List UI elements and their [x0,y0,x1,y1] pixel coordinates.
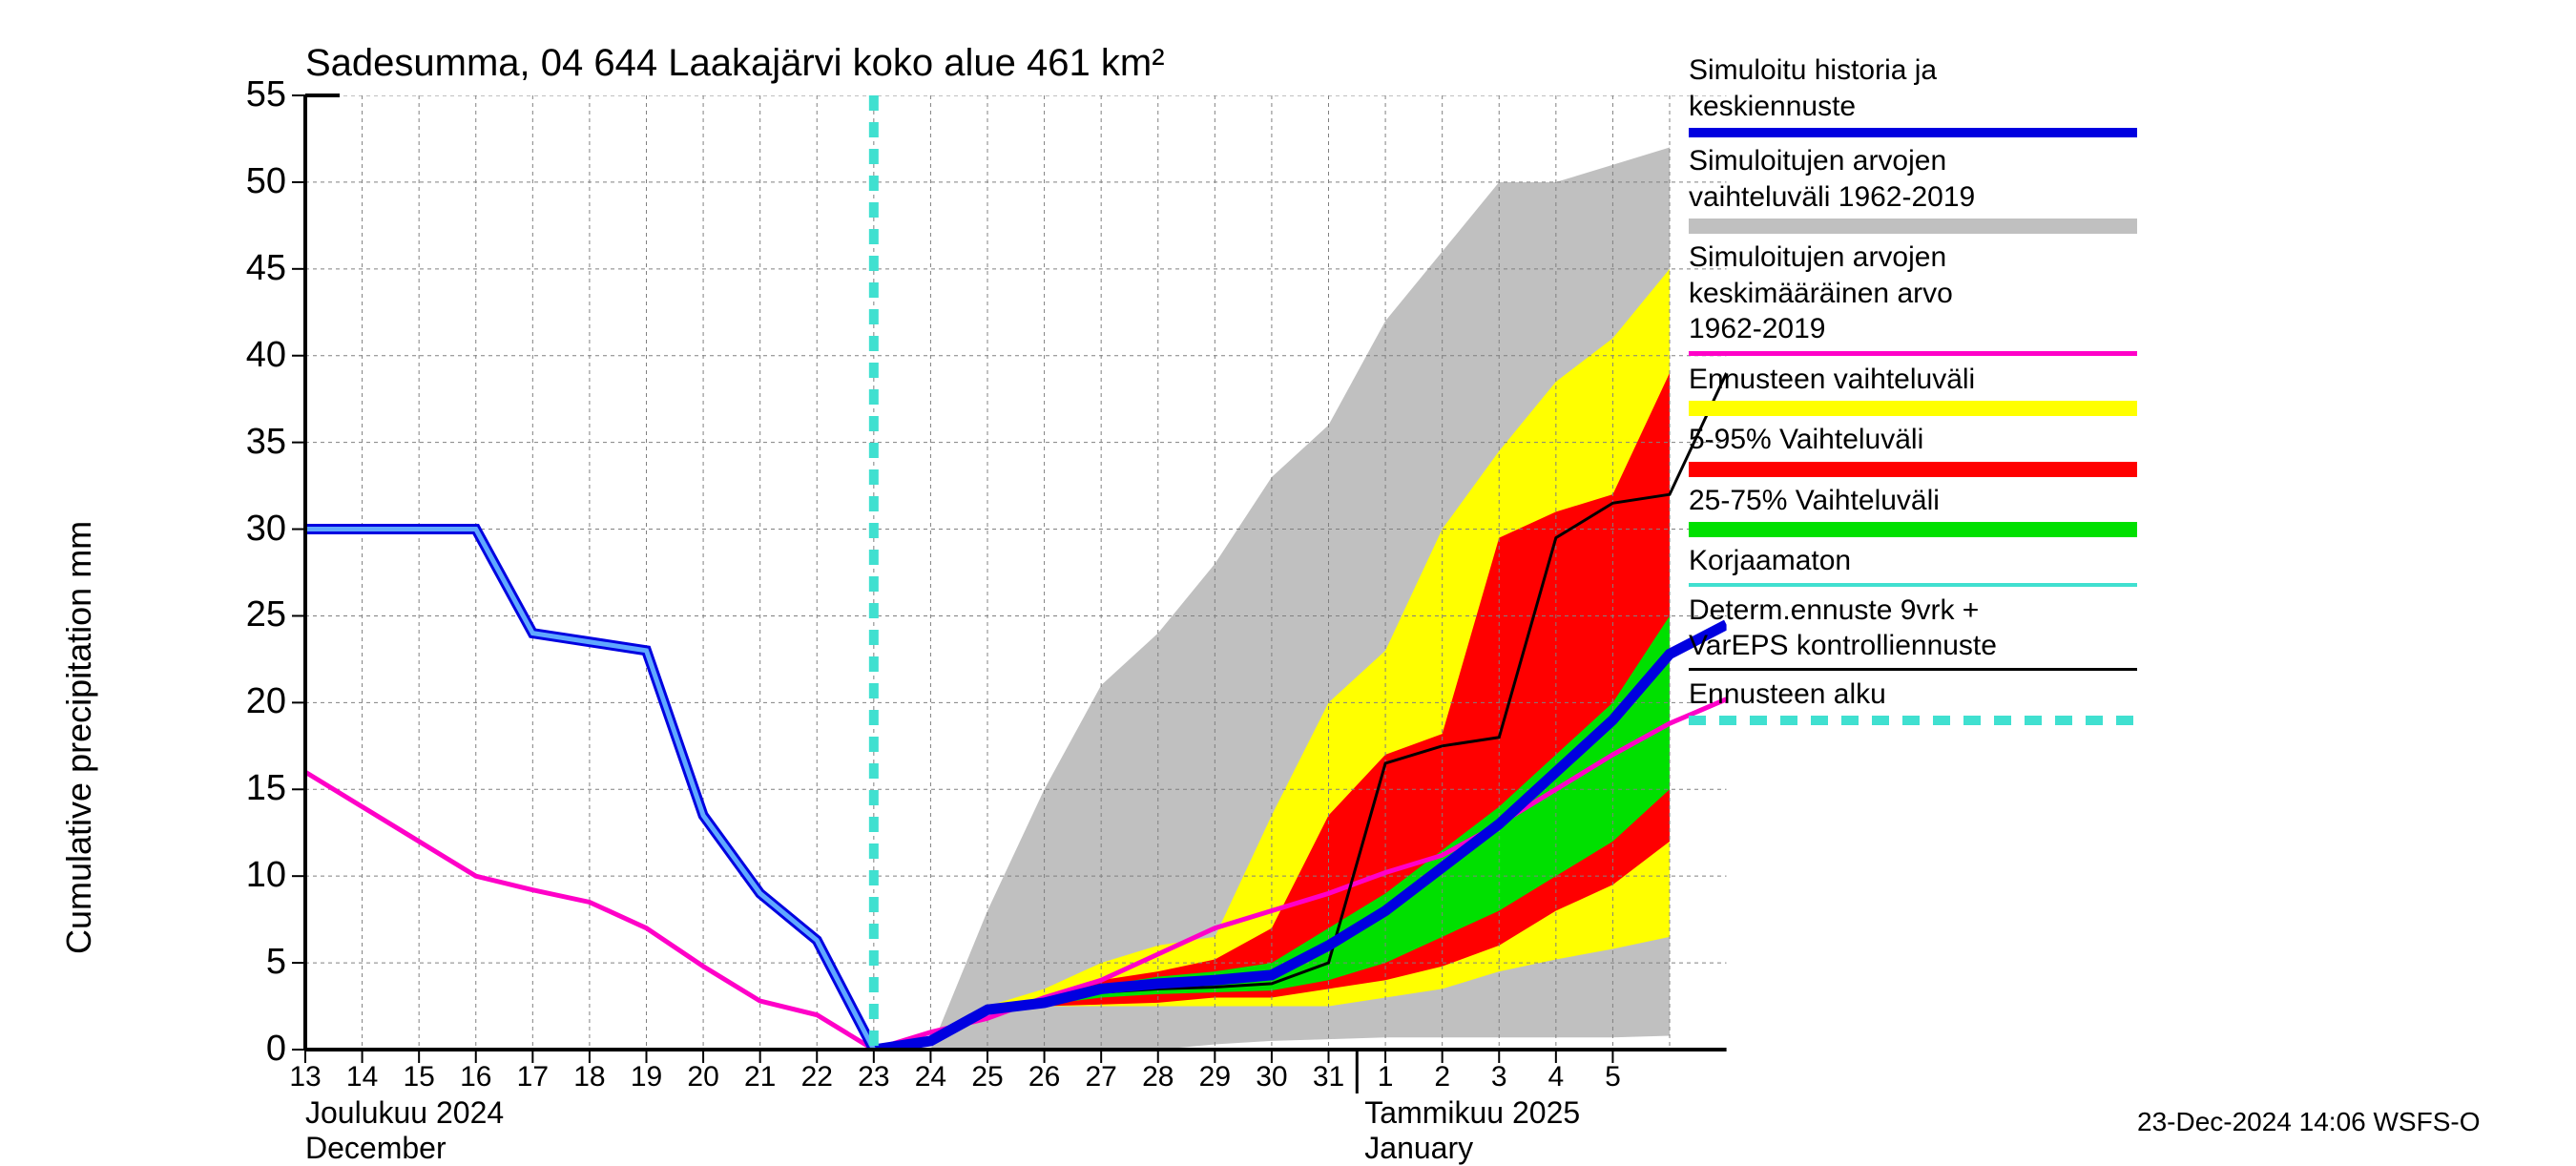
x-tick-label: 22 [801,1061,833,1093]
legend-text: Ennusteen alku [1689,677,2147,713]
legend-text: Ennusteen vaihteluväli [1689,362,2147,398]
legend-text: Simuloitujen arvojen [1689,239,2147,276]
y-tick-label: 15 [181,768,286,809]
legend-text: 1962-2019 [1689,311,2147,347]
legend-text: Determ.ennuste 9vrk + [1689,593,2147,629]
y-tick-label: 40 [181,335,286,376]
x-tick-label: 2 [1434,1061,1450,1093]
legend-text: keskimääräinen arvo [1689,276,2147,312]
y-tick-label: 35 [181,422,286,463]
legend-swatch [1689,522,2137,537]
x-tick-label: 15 [403,1061,434,1093]
y-tick-label: 10 [181,855,286,896]
x-tick-label: 30 [1256,1061,1287,1093]
plot-area [0,0,2576,1145]
legend-swatch [1689,583,2137,587]
legend-item: 5-95% Vaihteluväli [1689,422,2147,477]
legend-text: Simuloitu historia ja [1689,52,2147,89]
x-tick-label: 31 [1313,1061,1344,1093]
x-tick-label: 14 [346,1061,378,1093]
legend-swatch [1689,668,2137,671]
x-tick-label: 29 [1199,1061,1231,1093]
legend-text: Simuloitujen arvojen [1689,143,2147,179]
x-tick-label: 28 [1142,1061,1174,1093]
footer-timestamp: 23-Dec-2024 14:06 WSFS-O [2137,1107,2481,1137]
x-tick-label: 20 [687,1061,718,1093]
x-tick-label: 1 [1378,1061,1394,1093]
legend-swatch [1689,716,2137,725]
legend-item: Ennusteen vaihteluväli [1689,362,2147,417]
y-tick-label: 25 [181,594,286,635]
legend-item: 25-75% Vaihteluväli [1689,483,2147,538]
y-tick-label: 30 [181,509,286,550]
legend-text: 5-95% Vaihteluväli [1689,422,2147,458]
y-tick-label: 5 [181,942,286,983]
month-label-left: Joulukuu 2024December [305,1095,504,1166]
x-tick-label: 5 [1605,1061,1621,1093]
x-tick-label: 25 [971,1061,1003,1093]
legend-text: VarEPS kontrolliennuste [1689,628,2147,664]
x-tick-label: 4 [1548,1061,1564,1093]
legend-item: Ennusteen alku [1689,677,2147,726]
legend-text: vaihteluväli 1962-2019 [1689,179,2147,216]
y-tick-label: 50 [181,161,286,202]
x-tick-label: 16 [460,1061,491,1093]
legend-item: Simuloitu historia jakeskiennuste [1689,52,2147,137]
legend-text: 25-75% Vaihteluväli [1689,483,2147,519]
x-tick-label: 27 [1085,1061,1116,1093]
chart-root: Sadesumma, 04 644 Laakajärvi koko alue 4… [0,0,2576,1145]
y-tick-label: 20 [181,681,286,722]
legend-swatch [1689,401,2137,416]
legend-item: Simuloitujen arvojenvaihteluväli 1962-20… [1689,143,2147,234]
legend-swatch [1689,219,2137,234]
x-tick-label: 18 [573,1061,605,1093]
legend-item: Simuloitujen arvojenkeskimääräinen arvo … [1689,239,2147,356]
legend: Simuloitu historia jakeskiennusteSimuloi… [1689,52,2147,731]
x-tick-label: 26 [1028,1061,1060,1093]
legend-swatch [1689,351,2137,356]
legend-swatch [1689,128,2137,137]
month-label-right: Tammikuu 2025January [1364,1095,1580,1166]
legend-text: Korjaamaton [1689,543,2147,579]
legend-item: Korjaamaton [1689,543,2147,587]
x-tick-label: 17 [517,1061,549,1093]
x-tick-label: 23 [858,1061,889,1093]
x-tick-label: 24 [915,1061,946,1093]
x-tick-label: 3 [1491,1061,1507,1093]
x-tick-label: 19 [631,1061,662,1093]
y-tick-label: 0 [181,1029,286,1070]
y-tick-label: 55 [181,74,286,115]
legend-swatch [1689,462,2137,477]
x-tick-label: 13 [289,1061,321,1093]
legend-text: keskiennuste [1689,89,2147,125]
y-tick-label: 45 [181,248,286,289]
legend-item: Determ.ennuste 9vrk +VarEPS kontrollienn… [1689,593,2147,671]
x-tick-label: 21 [744,1061,776,1093]
